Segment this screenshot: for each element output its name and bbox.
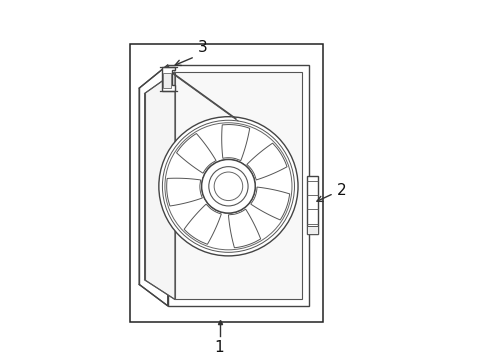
Ellipse shape (208, 167, 247, 206)
Ellipse shape (159, 117, 297, 256)
Polygon shape (162, 67, 175, 91)
Polygon shape (250, 187, 289, 220)
Ellipse shape (214, 172, 242, 201)
Polygon shape (184, 204, 221, 244)
Polygon shape (166, 178, 202, 206)
Polygon shape (175, 72, 301, 300)
Polygon shape (163, 73, 171, 88)
Polygon shape (221, 125, 249, 161)
Polygon shape (144, 72, 175, 300)
Ellipse shape (214, 172, 242, 201)
Bar (306, 226, 317, 234)
Text: 2: 2 (336, 183, 346, 198)
Ellipse shape (208, 167, 247, 206)
Bar (130, 44, 323, 322)
Polygon shape (167, 65, 308, 306)
Polygon shape (246, 143, 286, 180)
Polygon shape (139, 65, 167, 306)
Ellipse shape (201, 159, 255, 213)
Polygon shape (176, 134, 216, 173)
Polygon shape (228, 209, 260, 248)
Ellipse shape (201, 159, 255, 213)
Polygon shape (306, 176, 317, 234)
Text: 1: 1 (214, 341, 224, 355)
Text: 3: 3 (197, 40, 207, 55)
